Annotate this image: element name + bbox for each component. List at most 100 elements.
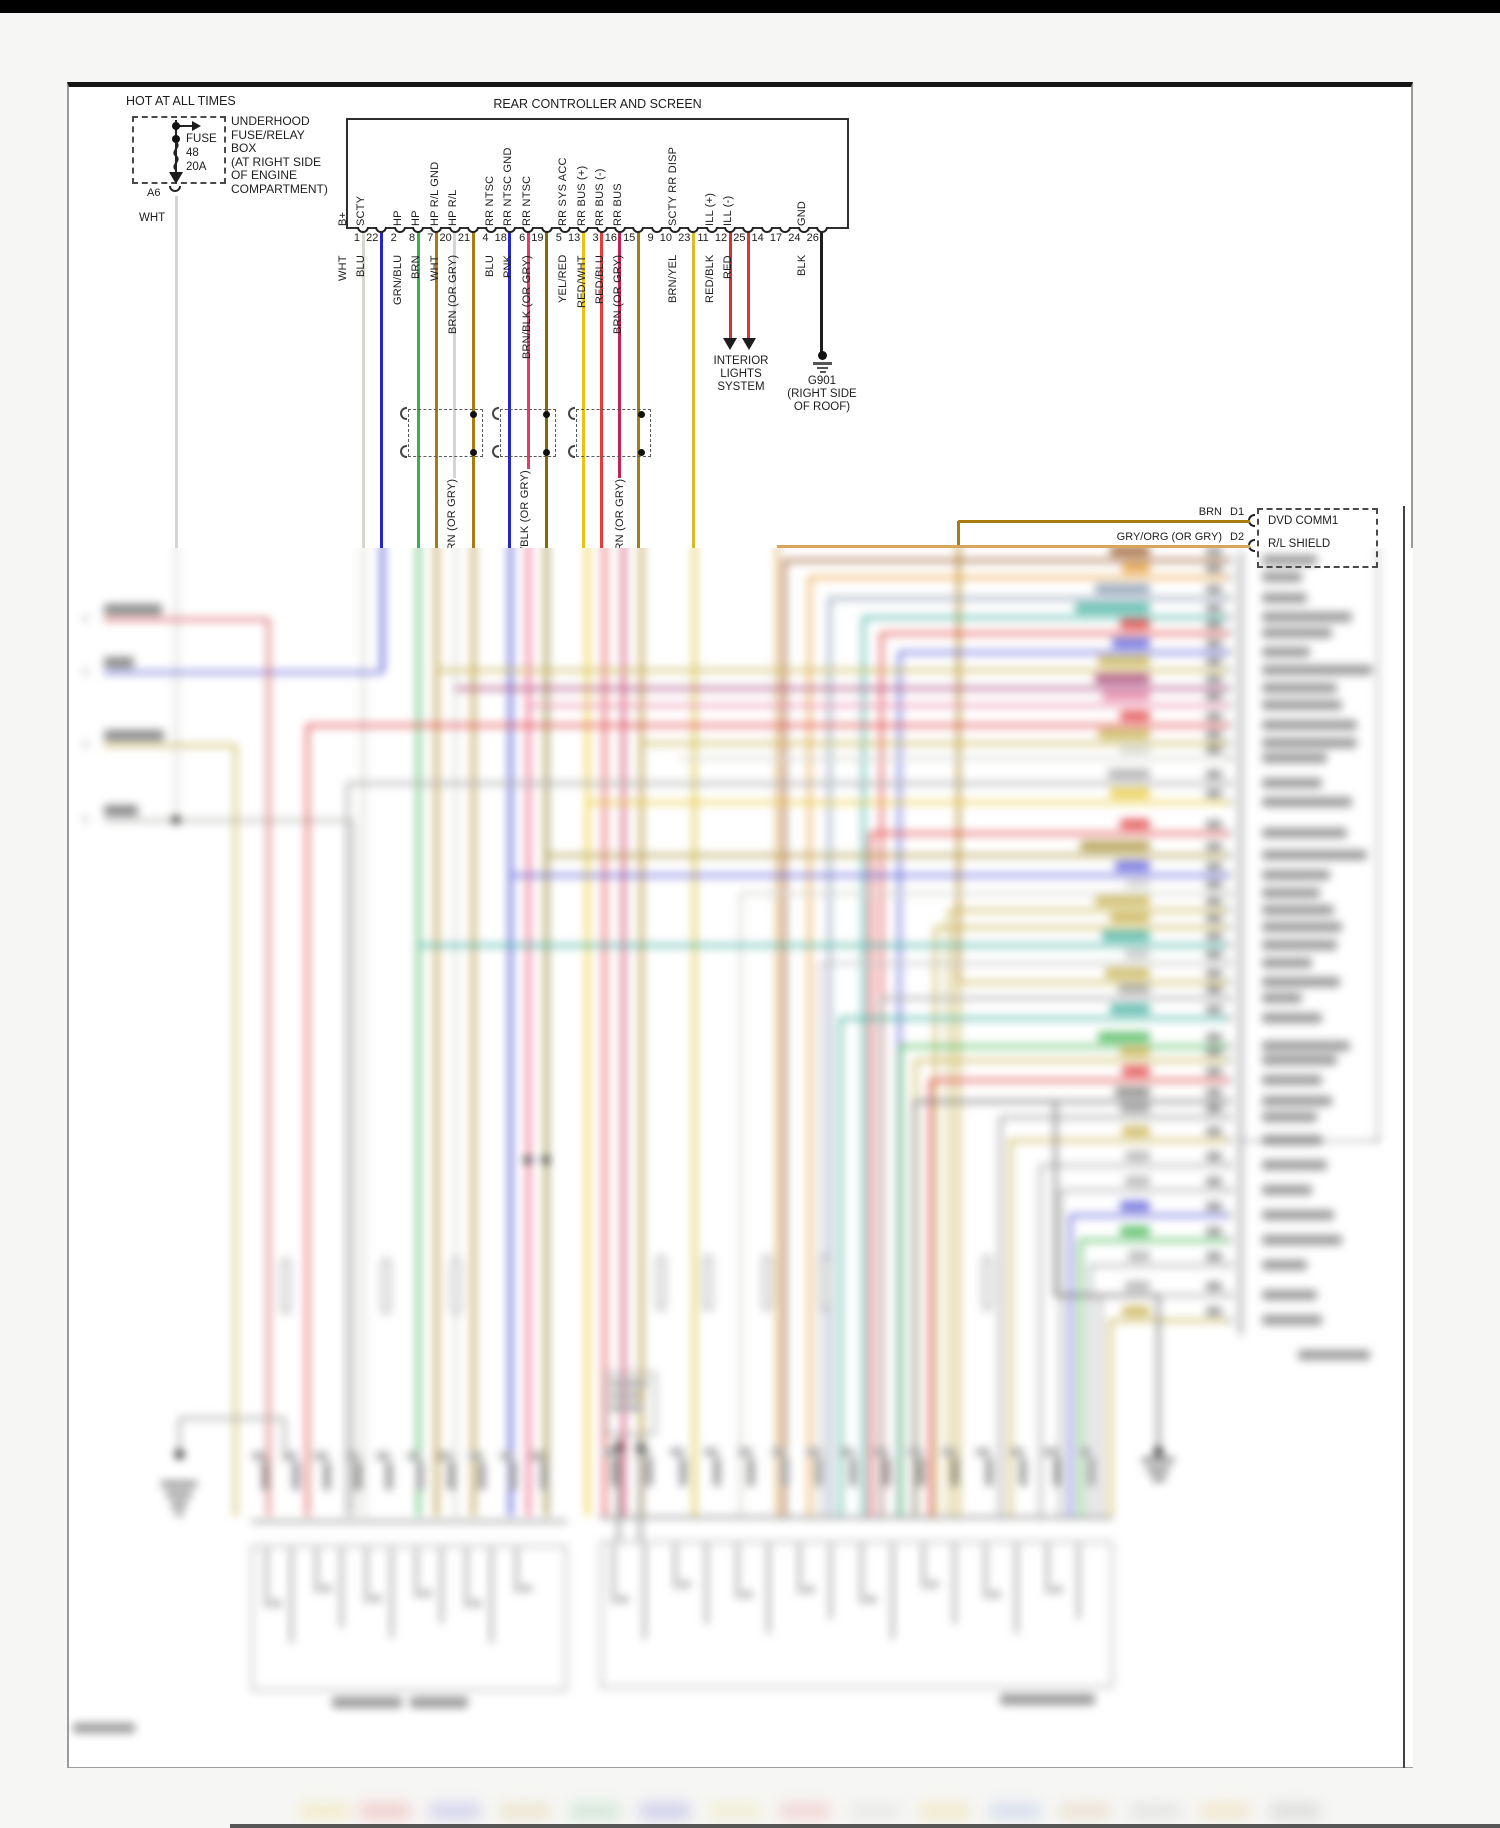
blur-label-blob [470,1600,482,1607]
wire [691,229,695,549]
blur-wire [998,1117,1002,1516]
blur-wire [436,668,1228,672]
blur-cavity-tick [1228,828,1238,838]
blur-wire [1060,1188,1228,1192]
blur-pin-blob [1206,1047,1222,1056]
blur-pin-blob [1206,745,1222,754]
blur-wire [104,818,352,822]
blur-pin-tail [465,1548,468,1608]
blur-wire [1010,1138,1228,1142]
blur-label-blob [1120,1201,1150,1211]
blur-connector-stub [884,1458,890,1486]
blur-wire [827,598,831,1516]
blur-cavity-tick [1228,1096,1238,1106]
blur-wire [1038,1165,1042,1516]
blur-wire [617,1437,620,1541]
blur-signal-blob [1262,778,1322,788]
blur-wire [829,596,1228,600]
blur-pin-blob [1206,692,1222,701]
ground-symbol-icon [1152,1477,1165,1481]
bottom-black-bar [230,1824,1500,1828]
wire [471,229,475,549]
blur-label-blob [617,1596,629,1603]
blur-wire [912,1101,916,1516]
blur-wire [1108,1320,1112,1516]
blur-pin-tail [953,1544,956,1624]
blur-wire [914,1099,1228,1103]
next-page-smudge [780,1803,830,1819]
blur-connector-stub [850,1458,856,1486]
next-page-smudge [300,1803,350,1819]
blur-label-blob [1110,1004,1150,1014]
blur-sheet-id-blob [73,1723,135,1733]
blur-label-blob [679,1581,691,1588]
blur-wire [881,631,1228,635]
blur-label-blob [1095,674,1150,684]
blur-label-blob [610,1392,640,1399]
blur-signal-blob [1262,1041,1350,1051]
blur-pin-blob [1206,1033,1222,1042]
blur-wire [621,548,625,1516]
blur-wire [692,548,696,1516]
blur-pin-blob [1044,1448,1058,1456]
blur-pin-tail [390,1548,393,1638]
blur-pin-blob [738,1448,752,1456]
wire [618,229,622,549]
next-page-smudge [920,1803,970,1819]
blur-inline-connector [982,1255,992,1311]
blur-wire [641,741,1228,745]
blur-pin-blob [1206,1227,1222,1236]
blur-signal-blob [1262,1055,1337,1065]
blur-signal-blob [1262,700,1342,710]
blurred-region [69,548,1413,1767]
blur-label-blob [1095,896,1150,906]
blur-wire [820,961,1228,965]
blur-cavity-tick [1228,572,1238,582]
blur-pin-tail [290,1548,293,1643]
blur-signal-blob [1262,1290,1317,1300]
blur-signal-blob [1262,753,1327,763]
blur-cavity-tick [1228,1260,1238,1270]
blur-wire [900,1044,1228,1048]
blur-wire [868,833,872,1516]
blur-connector-stub [918,1458,924,1486]
blur-wire [174,548,178,822]
blur-cavity-tick [1228,1210,1238,1220]
blur-box-label-blob [332,1697,402,1708]
blur-label-blob [270,1600,282,1607]
blur-label-blob [927,1581,939,1588]
blur-cavity-tick [1228,940,1238,950]
blur-small-component [605,1372,656,1435]
blur-wire [587,800,1228,804]
blur-wire [1090,1263,1228,1267]
blur-pin-blob [500,1452,514,1460]
blur-wire [361,548,365,1516]
blur-label-blob [1115,861,1150,871]
blur-wire [1058,1190,1062,1516]
blur-wire [1000,1115,1228,1119]
blur-pin-blob [1206,1104,1222,1113]
blur-wire [282,1418,286,1462]
ground-symbol-icon [1147,1468,1169,1472]
blur-connector-stub [541,1462,547,1490]
blur-pin-tail [674,1544,677,1589]
junction-dot-icon [542,1156,550,1164]
blur-pin-tick [84,740,94,749]
blur-pin-blob [1206,639,1222,648]
blur-signal-blob [1262,977,1340,987]
blur-wire [418,943,1228,947]
blur-wire [870,831,1228,835]
blur-wire [1156,1295,1160,1450]
blur-signal-blob [1262,1013,1322,1023]
blur-signal-blob [1262,1160,1327,1170]
blur-label-blob [741,1591,753,1598]
blur-signal-blob [1262,958,1312,968]
blur-cavity-tick [1228,1041,1238,1051]
blur-wire [380,548,384,672]
blur-pin-blob [1078,1448,1092,1456]
blur-pin-blob [1206,1202,1222,1211]
blur-pin-blob [976,1448,990,1456]
blur-wire [807,577,811,1516]
blur-pin-blob [1206,564,1222,573]
